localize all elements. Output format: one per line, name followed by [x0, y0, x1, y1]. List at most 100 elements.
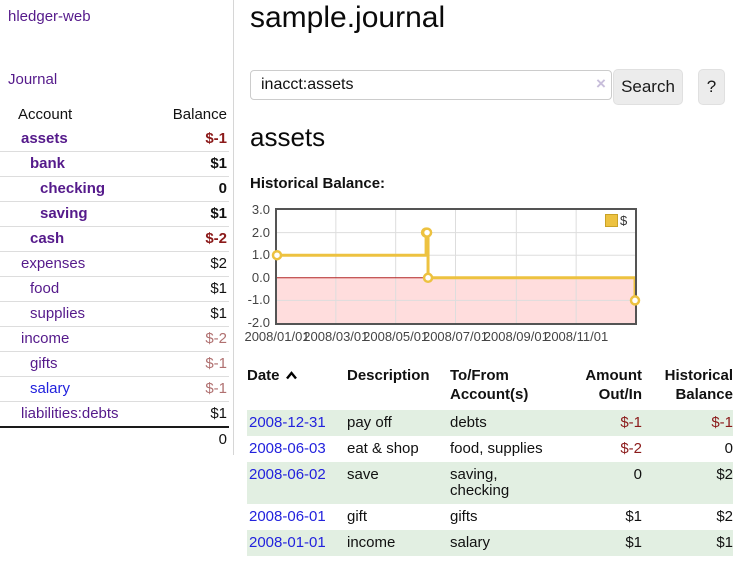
account-balance: $2: [155, 252, 229, 277]
date-column-header[interactable]: Date: [247, 362, 347, 410]
x-axis-tick-label: 2008/11/01: [544, 329, 608, 344]
date-cell: 2008-06-03: [247, 436, 347, 462]
transactions-table: Date Description To/From Account(s) Amou…: [247, 362, 733, 556]
transaction-row[interactable]: 2008-12-31pay offdebts$-1$-1: [247, 410, 733, 436]
account-row: bank $1: [0, 152, 229, 177]
transaction-row[interactable]: 2008-06-03eat & shopfood, supplies$-20: [247, 436, 733, 462]
date-link[interactable]: 2008-01-01: [249, 534, 326, 551]
page-title: sample.journal: [250, 1, 445, 35]
date-cell: 2008-06-02: [247, 462, 347, 504]
account-row: assets $-1: [0, 127, 229, 152]
account-link[interactable]: bank: [30, 155, 65, 172]
accounts-total-row: 0: [0, 427, 229, 452]
search-help-button[interactable]: ?: [698, 69, 725, 105]
account-link[interactable]: cash: [30, 230, 64, 247]
transactions-header-row: Date Description To/From Account(s) Amou…: [247, 362, 733, 410]
date-cell: 2008-06-01: [247, 504, 347, 530]
sidebar-item-journal[interactable]: Journal: [8, 71, 57, 88]
accounts-cell: food, supplies: [450, 436, 562, 462]
account-link[interactable]: income: [21, 330, 69, 347]
x-axis-tick-label: 2008/05/01: [363, 329, 428, 344]
account-row: saving $1: [0, 202, 229, 227]
account-cell: liabilities:debts: [0, 402, 155, 428]
balance-cell: $1: [642, 530, 733, 556]
balance-cell: $2: [642, 462, 733, 504]
date-link[interactable]: 2008-06-01: [249, 508, 326, 525]
balance-cell: $2: [642, 504, 733, 530]
sort-ascending-icon: [285, 371, 298, 380]
amount-cell: $1: [562, 530, 642, 556]
account-row: expenses $2: [0, 252, 229, 277]
date-link[interactable]: 2008-06-03: [249, 440, 326, 457]
chart-plot-area: [275, 208, 637, 325]
description-cell: save: [347, 462, 450, 504]
amount-cell: 0: [562, 462, 642, 504]
account-cell: checking: [0, 177, 155, 202]
account-cell: income: [0, 327, 155, 352]
account-balance: $1: [155, 152, 229, 177]
account-cell: assets: [0, 127, 155, 152]
account-link[interactable]: food: [30, 280, 59, 297]
search-input[interactable]: [250, 70, 612, 100]
account-link[interactable]: salary: [30, 380, 70, 397]
y-axis-tick-label: -1.0: [244, 292, 270, 308]
app-title-link[interactable]: hledger-web: [8, 8, 91, 25]
account-balance: $1: [155, 202, 229, 227]
account-column-header: Account: [0, 102, 155, 127]
account-row: income $-2: [0, 327, 229, 352]
date-cell: 2008-01-01: [247, 530, 347, 556]
transaction-row[interactable]: 2008-06-01giftgifts$1$2: [247, 504, 733, 530]
account-row: salary $-1: [0, 377, 229, 402]
chart-title: Historical Balance:: [250, 175, 385, 192]
historical-balance-chart: $ 3.02.01.00.0-1.0-2.02008/01/012008/03/…: [250, 200, 742, 350]
account-link[interactable]: saving: [40, 205, 88, 222]
account-balance: $1: [155, 277, 229, 302]
accounts-cell: debts: [450, 410, 562, 436]
account-row: checking0: [0, 177, 229, 202]
account-cell: cash: [0, 227, 155, 252]
balance-column-header: Balance: [155, 102, 229, 127]
transaction-row[interactable]: 2008-01-01incomesalary$1$1: [247, 530, 733, 556]
accounts-table: Account Balance assets$-1bank$1checking0…: [0, 102, 229, 452]
x-axis-tick-label: 2008/07/01: [423, 329, 488, 344]
date-cell: 2008-12-31: [247, 410, 347, 436]
transaction-row[interactable]: 2008-06-02 savesaving, checking0$2: [247, 462, 733, 504]
y-axis-tick-label: 1.0: [244, 247, 270, 263]
account-heading: assets: [250, 122, 325, 153]
amount-cell: $-2: [562, 436, 642, 462]
y-axis-tick-label: 2.0: [244, 225, 270, 241]
account-cell: food: [0, 277, 155, 302]
account-link[interactable]: checking: [40, 180, 105, 197]
clear-search-icon[interactable]: ×: [591, 74, 611, 94]
account-balance: $1: [155, 402, 229, 428]
accounts-cell: saving, checking: [450, 462, 562, 504]
account-cell: supplies: [0, 302, 155, 327]
amount-cell: $-1: [562, 410, 642, 436]
accounts-total-spacer: [0, 427, 155, 452]
account-link[interactable]: gifts: [30, 355, 58, 372]
description-cell: income: [347, 530, 450, 556]
account-row: gifts$-1: [0, 352, 229, 377]
account-cell: salary: [0, 377, 155, 402]
account-balance: $-2: [155, 227, 229, 252]
search-button[interactable]: Search: [613, 69, 683, 105]
account-balance: $-1: [155, 127, 229, 152]
account-cell: bank: [0, 152, 155, 177]
account-link[interactable]: assets: [21, 130, 68, 147]
account-balance: $-2: [155, 327, 229, 352]
description-column-header: Description: [347, 362, 450, 410]
date-link[interactable]: 2008-12-31: [249, 414, 326, 431]
balance-cell: 0: [642, 436, 733, 462]
y-axis-tick-label: 3.0: [244, 202, 270, 218]
account-link[interactable]: expenses: [21, 255, 85, 272]
account-row: food $1: [0, 277, 229, 302]
accounts-cell: salary: [450, 530, 562, 556]
date-link[interactable]: 2008-06-02: [249, 466, 326, 483]
account-balance: $-1: [155, 377, 229, 402]
account-row: liabilities:debts $1: [0, 402, 229, 428]
main-content: sample.journal × Search ? assets Histori…: [247, 0, 742, 582]
account-link[interactable]: supplies: [30, 305, 85, 322]
account-balance: $1: [155, 302, 229, 327]
account-link[interactable]: liabilities:debts: [21, 405, 119, 422]
accounts-table-header: Account Balance: [0, 102, 229, 127]
